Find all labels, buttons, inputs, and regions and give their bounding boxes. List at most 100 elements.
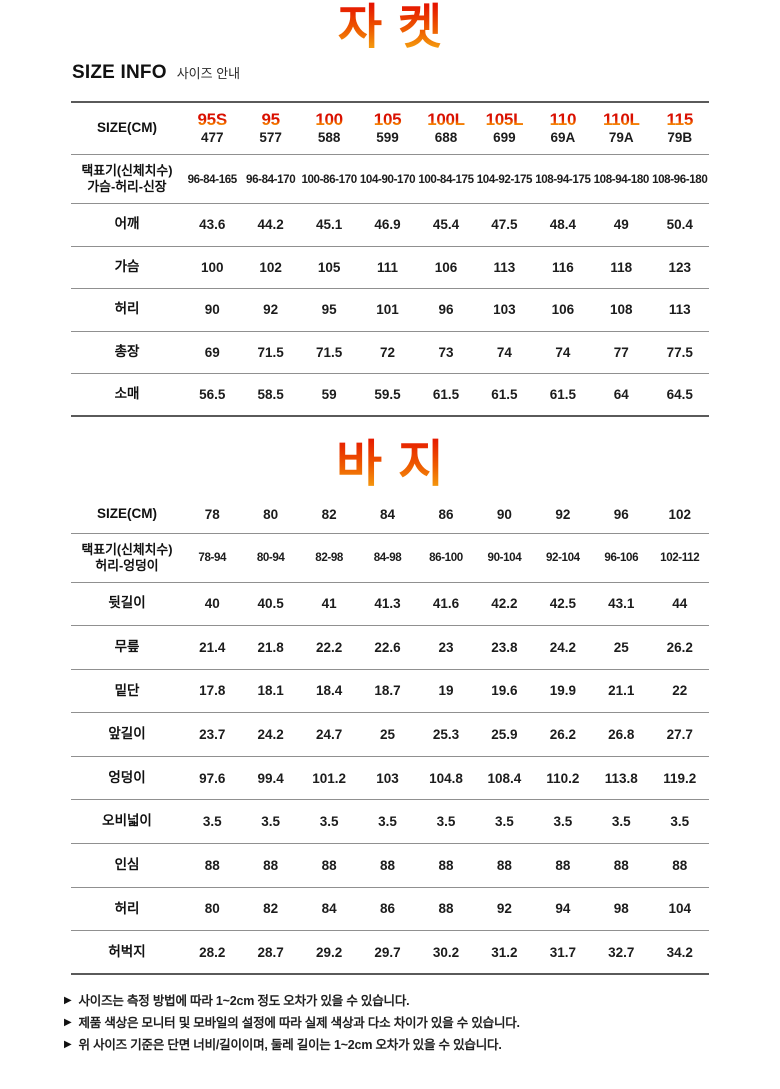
value-cell: 116: [551, 259, 574, 275]
triangle-bullet-icon: ▶: [64, 1016, 72, 1028]
value-cell: 108: [610, 302, 633, 318]
row-label-line: 앞길이: [108, 726, 146, 742]
row-label: 총장: [71, 344, 183, 361]
row-label: 소매: [71, 386, 183, 403]
size-column-header: 90: [496, 507, 512, 522]
value-cell: 18.7: [374, 683, 401, 699]
row-label-line: 총장: [114, 343, 140, 359]
value-cell: 88: [438, 857, 454, 873]
size-label: 110L: [592, 111, 650, 129]
value-cell: 40.5: [257, 596, 284, 612]
value-cell: 40: [204, 596, 220, 612]
value-cell: 86: [380, 901, 396, 917]
size-label: 115: [651, 111, 709, 129]
value-cell: 92: [263, 302, 279, 318]
value-cell: 71.5: [315, 344, 343, 360]
value-cell: 3.5: [553, 814, 573, 830]
size-label: 95: [241, 111, 299, 129]
value-cell: 108-96-180: [652, 172, 708, 186]
value-cell: 104.8: [429, 770, 463, 786]
value-cell: 80: [204, 901, 220, 917]
value-cell: 100-86-170: [301, 172, 357, 186]
row-label: 뒷길이: [71, 595, 183, 612]
value-cell: 25.9: [491, 727, 518, 743]
size-header-label: SIZE(CM): [97, 506, 157, 522]
value-cell: 48.4: [549, 217, 576, 233]
row-label: 인심: [71, 857, 183, 874]
table-row: 총장 69 71.5 71.5 72 73 74 74 77 77.5: [71, 332, 709, 374]
value-cell: 108-94-180: [593, 172, 650, 186]
value-cell: 104-90-170: [359, 172, 416, 186]
size-code: 699: [493, 129, 516, 145]
size-code: 577: [259, 129, 282, 145]
value-cell: 19.6: [491, 683, 518, 699]
size-label: 110: [534, 111, 592, 129]
row-label-line: 택표기(신체치수): [81, 163, 173, 179]
note-text: 제품 색상은 모니터 및 모바일의 설정에 따라 실제 색상과 다소 차이가 있…: [78, 1015, 521, 1030]
value-cell: 24.2: [549, 639, 576, 655]
value-cell: 17.8: [199, 683, 226, 699]
size-column-header: 96: [613, 507, 629, 522]
value-cell: 72: [380, 344, 396, 360]
value-cell: 44: [672, 596, 688, 612]
value-cell: 103: [493, 302, 516, 318]
value-cell: 50.4: [666, 217, 693, 233]
value-cell: 80-94: [256, 551, 285, 564]
size-code: 599: [376, 129, 399, 145]
row-label-line: 뒷길이: [108, 595, 146, 611]
value-cell: 102-112: [660, 551, 700, 564]
table-row: 가슴 100 102 105 111 106 113 116 118 123: [71, 247, 709, 289]
value-cell: 101: [376, 302, 399, 318]
value-cell: 43.1: [608, 596, 635, 612]
table-row: 허리 80 82 84 86 88 92 94 98 104: [71, 888, 709, 932]
size-column-header: 78: [204, 507, 220, 522]
value-cell: 73: [438, 344, 454, 360]
size-code: 69A: [550, 129, 576, 145]
table-row: 소매 56.5 58.5 59 59.5 61.5 61.5 61.5 64 64.5: [71, 374, 709, 417]
table-row: 뒷길이 40 40.5 41 41.3 41.6 42.2 42.5 43.1 44: [71, 583, 709, 627]
value-cell: 88: [321, 857, 337, 873]
size-column-header: 95 577: [241, 111, 299, 146]
value-cell: 96-84-165: [187, 172, 238, 186]
size-column-header: 95S 477: [183, 111, 241, 146]
table-row: 무릎 21.4 21.8 22.2 22.6 23 23.8 24.2 25 26.2: [71, 626, 709, 670]
value-cell: 3.5: [319, 814, 339, 830]
size-column-header: 110L 79A: [592, 111, 650, 146]
value-cell: 41.6: [432, 596, 460, 612]
value-cell: 82: [263, 901, 279, 917]
size-column-header: 105L 699: [475, 111, 533, 146]
value-cell: 104-92-175: [476, 172, 533, 186]
table-header-row: SIZE(CM) 78 80 82 84 86 90 92 96 102: [71, 497, 709, 534]
row-label: 허벅지: [71, 944, 183, 961]
size-code: 79B: [667, 129, 693, 145]
row-label-line: 가슴-허리-신장: [87, 179, 167, 194]
size-column-header: 105 599: [358, 111, 416, 146]
value-cell: 95: [321, 302, 337, 318]
table-row: 앞길이 23.7 24.2 24.7 25 25.3 25.9 26.2 26.8 27.7: [71, 713, 709, 757]
value-cell: 19.9: [549, 683, 576, 699]
note-text: 사이즈는 측정 방법에 따라 1~2cm 정도 오차가 있을 수 있습니다.: [78, 993, 410, 1008]
size-code: 688: [434, 129, 458, 145]
value-cell: 44.2: [257, 217, 284, 233]
value-cell: 71.5: [257, 344, 284, 360]
size-info-subheading: 사이즈 안내: [176, 66, 241, 81]
value-cell: 77.5: [666, 344, 693, 360]
row-label: 밑단: [71, 683, 183, 700]
value-cell: 96: [438, 302, 454, 318]
value-cell: 31.2: [491, 944, 518, 960]
value-cell: 113.8: [604, 770, 638, 786]
value-cell: 3.5: [436, 814, 456, 830]
value-cell: 3.5: [495, 814, 514, 830]
value-cell: 94: [555, 901, 571, 917]
value-cell: 41.3: [374, 596, 401, 612]
size-code: 477: [200, 129, 224, 145]
row-label: 무릎: [71, 639, 183, 656]
value-cell: 64.5: [666, 386, 693, 402]
table-row: 어깨 43.6 44.2 45.1 46.9 45.4 47.5 48.4 49 50.4: [71, 204, 709, 247]
triangle-bullet-icon: ▶: [64, 1038, 72, 1050]
value-cell: 29.7: [374, 944, 401, 960]
value-cell: 26.2: [549, 727, 576, 743]
value-cell: 119.2: [663, 770, 697, 786]
row-label: 허리: [71, 301, 183, 318]
size-column-header: 84: [380, 507, 396, 522]
